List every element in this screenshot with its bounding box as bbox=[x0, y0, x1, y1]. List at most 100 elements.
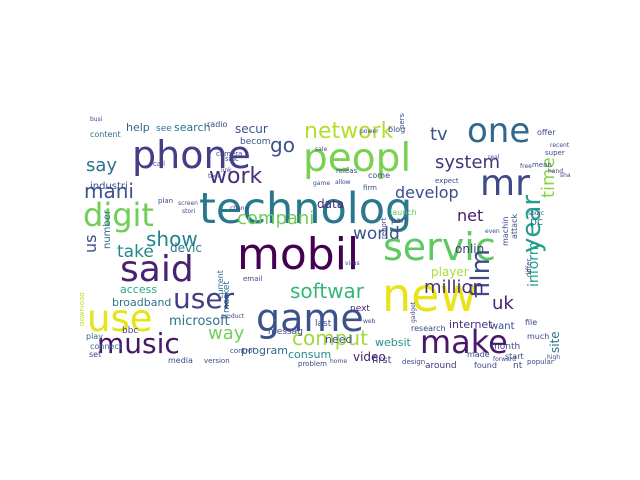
cloud-word: site bbox=[548, 331, 562, 353]
cloud-word: take bbox=[117, 242, 154, 262]
cloud-word: need bbox=[325, 333, 353, 346]
cloud-word: microsoft bbox=[169, 314, 230, 329]
cloud-word: data bbox=[317, 197, 344, 211]
cloud-word: comput bbox=[292, 326, 368, 350]
cloud-word: differ bbox=[525, 258, 533, 277]
cloud-word: market bbox=[222, 281, 232, 313]
cloud-word: month bbox=[491, 342, 520, 352]
cloud-word: develop bbox=[395, 183, 459, 202]
cloud-word: game bbox=[313, 180, 330, 187]
cloud-word: part bbox=[391, 216, 407, 225]
cloud-word: power bbox=[360, 128, 379, 135]
cloud-word: free bbox=[520, 163, 532, 170]
cloud-word: onlin bbox=[455, 242, 484, 256]
cloud-word: user bbox=[173, 282, 235, 315]
cloud-word: world bbox=[353, 224, 400, 244]
cloud-word: group bbox=[395, 368, 416, 370]
cloud-word: current bbox=[216, 270, 225, 299]
cloud-word: game bbox=[256, 296, 364, 340]
cloud-word: share bbox=[560, 172, 570, 179]
cloud-word: number bbox=[102, 209, 113, 249]
cloud-word: report bbox=[380, 217, 388, 239]
cloud-word: stori bbox=[182, 208, 196, 215]
cloud-word: link bbox=[221, 167, 232, 174]
cloud-word: go bbox=[270, 133, 295, 157]
cloud-word: blog bbox=[388, 125, 405, 134]
cloud-word: say bbox=[86, 155, 117, 176]
cloud-word: real bbox=[488, 154, 500, 161]
cloud-word: person bbox=[398, 113, 406, 129]
cloud-word: email bbox=[243, 275, 262, 283]
cloud-word: control bbox=[230, 347, 254, 355]
cloud-word: secur bbox=[235, 122, 268, 136]
cloud-word: mr bbox=[480, 163, 530, 204]
cloud-word: much bbox=[527, 332, 549, 341]
cloud-word: time bbox=[538, 157, 559, 198]
cloud-word: camera bbox=[216, 150, 242, 158]
cloud-word: consum bbox=[288, 348, 331, 361]
cloud-word: access bbox=[120, 283, 157, 296]
cloud-word: show bbox=[146, 227, 198, 251]
cloud-word: sourc bbox=[528, 210, 544, 217]
cloud-word: around bbox=[425, 361, 457, 370]
cloud-word: work bbox=[209, 164, 262, 189]
cloud-word: industri bbox=[90, 181, 128, 192]
cloud-word: come bbox=[368, 171, 390, 180]
cloud-word: file bbox=[525, 318, 537, 327]
cloud-word: compani bbox=[237, 208, 314, 229]
cloud-word: play bbox=[86, 332, 103, 341]
cloud-word: next bbox=[350, 304, 370, 314]
cloud-word: make bbox=[420, 323, 508, 361]
cloud-word: super bbox=[545, 149, 565, 157]
cloud-word: plan bbox=[158, 197, 173, 205]
cloud-word: first bbox=[372, 355, 392, 366]
cloud-word: player bbox=[431, 265, 469, 279]
cloud-word: call bbox=[153, 160, 165, 168]
cloud-word: research bbox=[411, 324, 446, 333]
cloud-word: even bbox=[485, 228, 500, 235]
cloud-word: use bbox=[87, 297, 153, 340]
cloud-word: bbc bbox=[122, 326, 138, 336]
cloud-word: mobil bbox=[237, 229, 359, 280]
cloud-word: mean bbox=[532, 161, 552, 169]
cloud-word: launch bbox=[390, 208, 417, 217]
cloud-word: softwar bbox=[290, 279, 365, 303]
cloud-word: media bbox=[168, 356, 193, 365]
cloud-word: system bbox=[435, 152, 500, 173]
cloud-word: virus bbox=[345, 260, 360, 267]
cloud-word: popular bbox=[527, 358, 554, 366]
cloud-word: servic bbox=[383, 225, 496, 269]
cloud-word: way bbox=[208, 323, 245, 344]
cloud-word: offer bbox=[537, 128, 556, 137]
cloud-word: mani bbox=[84, 179, 134, 203]
cloud-word: start bbox=[505, 352, 524, 361]
cloud-word: radio bbox=[207, 120, 227, 129]
cloud-word: sinc bbox=[225, 155, 239, 163]
cloud-word: content bbox=[90, 130, 121, 139]
cloud-word: year bbox=[517, 195, 547, 253]
cloud-word: peopl bbox=[303, 136, 411, 181]
cloud-word: expect bbox=[435, 177, 459, 185]
cloud-word: broadband bbox=[112, 296, 171, 309]
cloud-word: recent bbox=[550, 142, 570, 149]
cloud-word: video bbox=[353, 350, 386, 364]
cloud-word: tv bbox=[430, 124, 448, 145]
cloud-word: set bbox=[89, 350, 101, 359]
cloud-word: gadget bbox=[410, 301, 417, 323]
cloud-word: film bbox=[466, 249, 496, 298]
cloud-word: network bbox=[304, 119, 394, 144]
cloud-word: help bbox=[126, 121, 150, 134]
cloud-word: allow bbox=[335, 179, 351, 186]
cloud-word: firm bbox=[363, 184, 377, 192]
cloud-word: sale bbox=[315, 146, 327, 153]
cloud-word: version bbox=[204, 357, 230, 365]
cloud-word: websit bbox=[375, 336, 412, 349]
cloud-word: nt bbox=[513, 361, 523, 370]
cloud-word: program bbox=[241, 344, 288, 357]
cloud-word: product bbox=[221, 313, 245, 320]
cloud-word: us bbox=[81, 235, 100, 253]
cloud-word: internet bbox=[449, 318, 493, 331]
cloud-word: see bbox=[156, 124, 172, 134]
cloud-word: want bbox=[490, 321, 515, 332]
